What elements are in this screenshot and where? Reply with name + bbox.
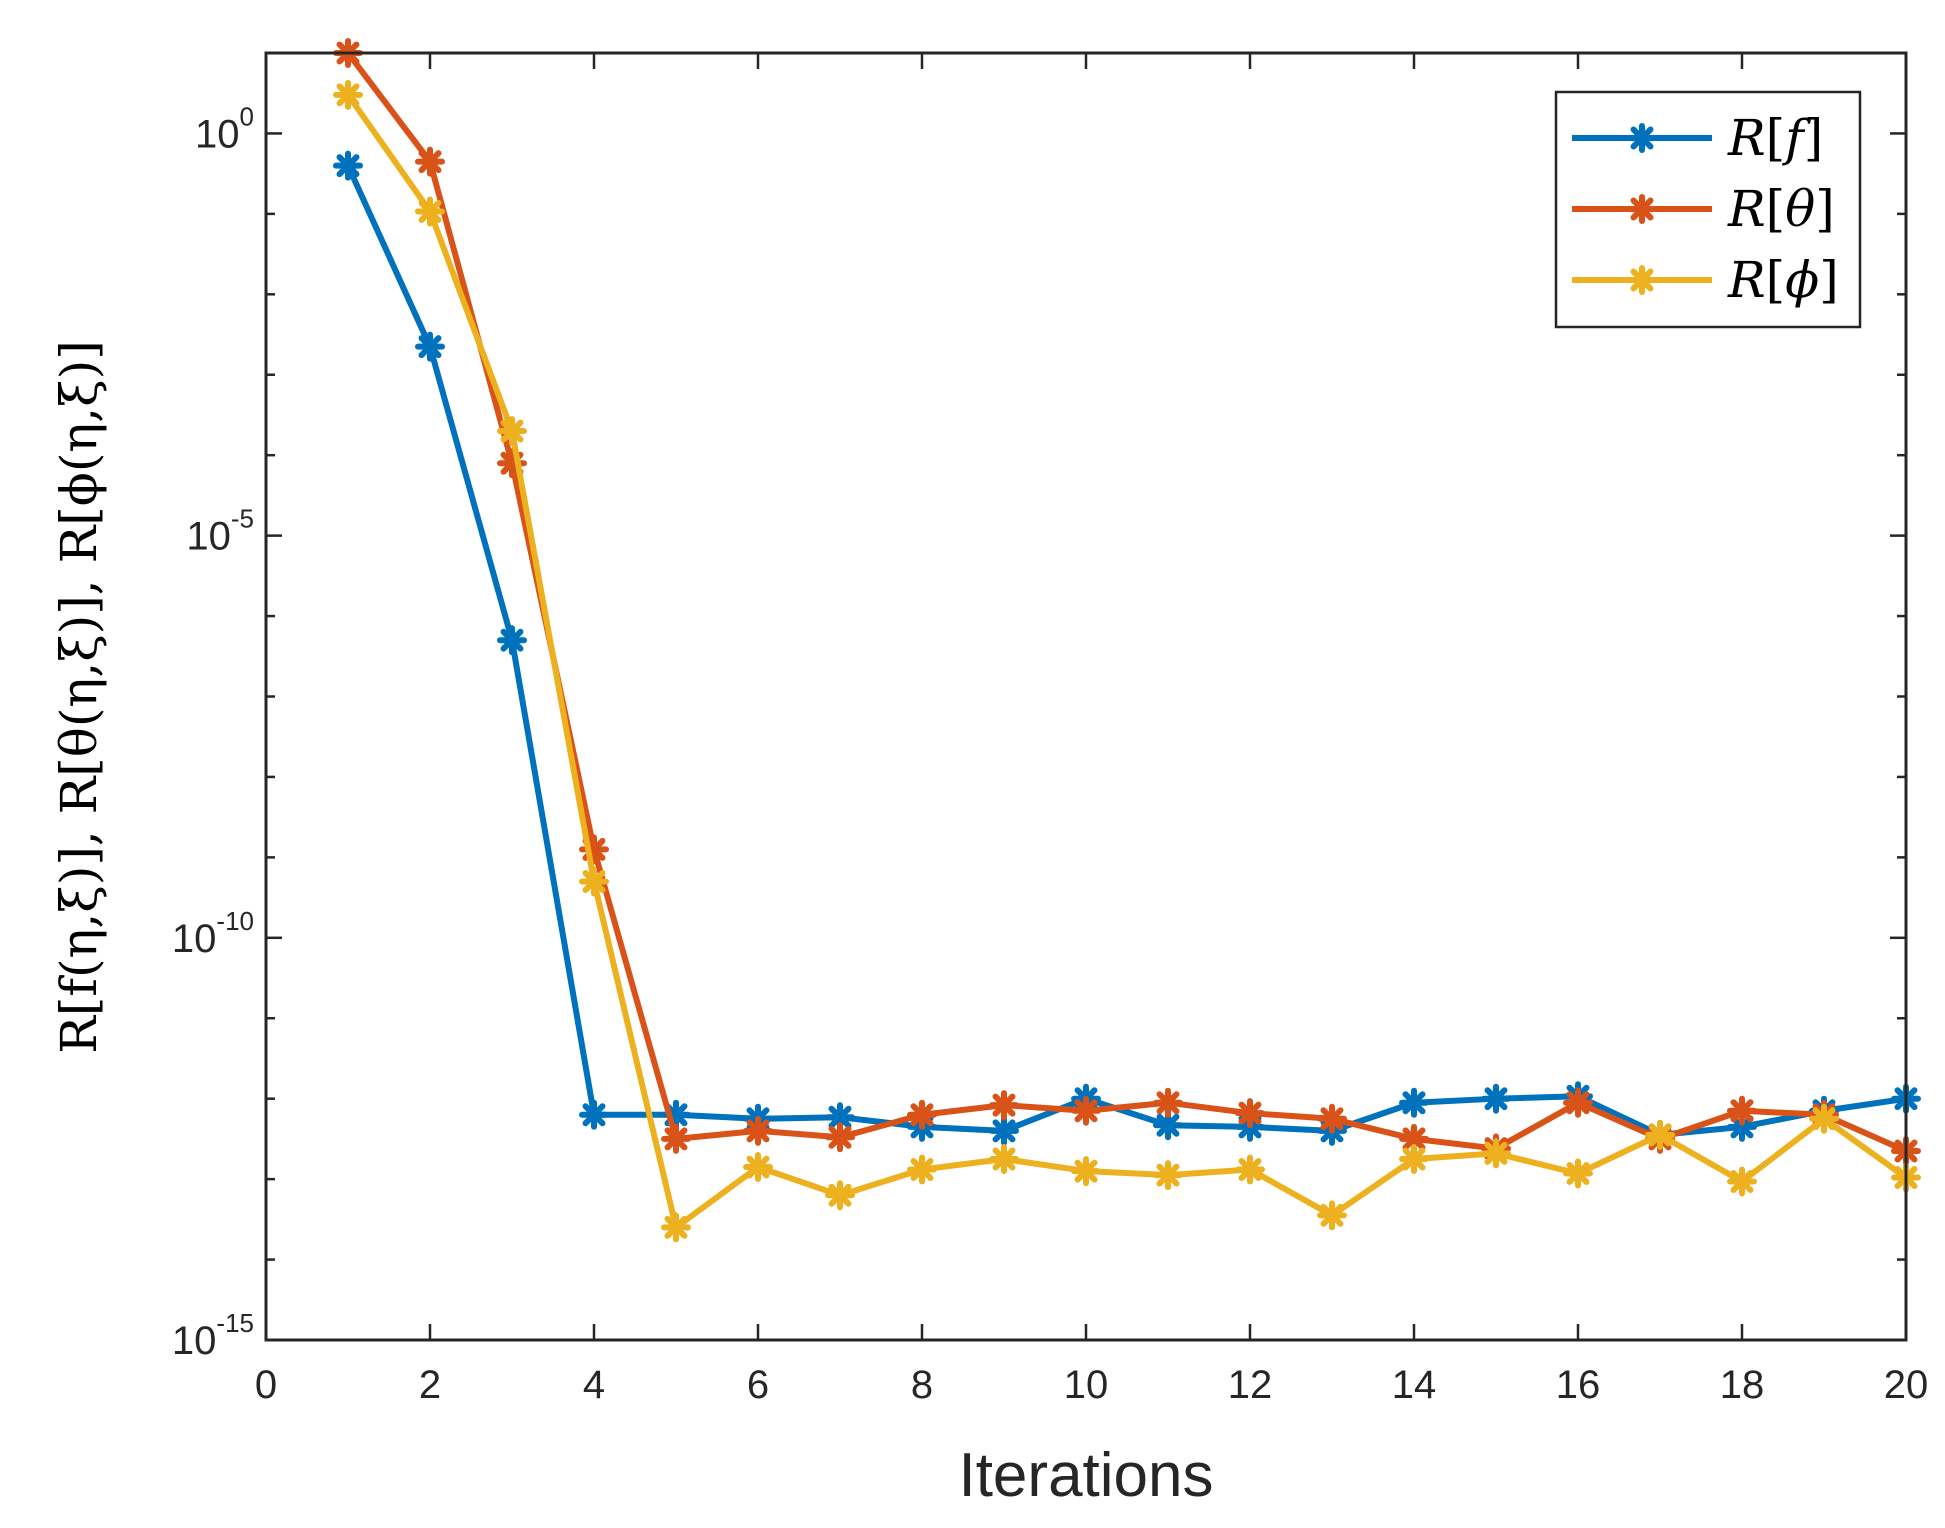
data-point — [1481, 1083, 1511, 1114]
x-tick-label: 8 — [911, 1363, 933, 1407]
legend-marker — [1627, 194, 1657, 224]
data-point — [989, 1090, 1019, 1121]
data-point — [743, 1115, 773, 1146]
data-point — [907, 1099, 937, 1130]
data-point — [1317, 1200, 1347, 1231]
data-point — [1645, 1119, 1675, 1150]
data-point — [1563, 1087, 1593, 1118]
data-point — [907, 1154, 937, 1185]
legend-marker — [1627, 123, 1657, 153]
data-point — [497, 625, 527, 656]
data-point — [825, 1122, 855, 1153]
x-tick-label: 10 — [1064, 1363, 1109, 1407]
data-point — [1399, 1144, 1429, 1175]
data-point — [497, 416, 527, 447]
data-point — [415, 331, 445, 362]
data-point — [333, 79, 363, 110]
data-point — [825, 1102, 855, 1133]
data-point — [415, 196, 445, 227]
data-point — [989, 1115, 1019, 1146]
data-point — [1235, 1154, 1265, 1185]
legend-label: R[ϕ] — [1727, 251, 1839, 309]
x-axis-label: Iterations — [958, 1441, 1213, 1510]
legend-label: R[f] — [1727, 109, 1823, 167]
data-point — [661, 1212, 691, 1243]
x-tick-label: 12 — [1228, 1363, 1273, 1407]
legend: R[f] R[θ] R[ϕ] — [1554, 90, 1862, 329]
data-point — [333, 150, 363, 181]
legend-marker — [1627, 265, 1657, 295]
data-point — [1481, 1138, 1511, 1169]
data-point — [1235, 1098, 1265, 1129]
x-tick-label: 14 — [1392, 1363, 1437, 1407]
data-point — [1153, 1087, 1183, 1118]
x-tick-label: 4 — [583, 1363, 605, 1407]
x-tick-label: 18 — [1720, 1363, 1765, 1407]
data-point — [1727, 1095, 1757, 1126]
data-point — [1809, 1103, 1839, 1134]
x-tick-label: 0 — [255, 1363, 277, 1407]
data-point — [415, 146, 445, 177]
data-point — [579, 866, 609, 897]
data-point — [1399, 1087, 1429, 1118]
series-line — [345, 93, 1908, 1231]
data-point — [743, 1152, 773, 1183]
series-3 — [333, 79, 1921, 1243]
plot-frame — [264, 51, 1908, 1342]
x-tick-label: 6 — [747, 1363, 769, 1407]
legend-item: R[θ] — [1572, 180, 1835, 238]
data-point — [1153, 1160, 1183, 1191]
x-tick-label: 16 — [1556, 1363, 1601, 1407]
y-tick-label: 10-5 — [186, 504, 254, 559]
data-point — [1071, 1095, 1101, 1126]
x-tick-label: 20 — [1884, 1363, 1929, 1407]
data-point — [1727, 1166, 1757, 1197]
data-point — [989, 1144, 1019, 1175]
x-tick-label: 2 — [419, 1363, 441, 1407]
data-point — [661, 1123, 691, 1154]
y-tick-label: 100 — [195, 101, 254, 156]
data-point — [1071, 1156, 1101, 1187]
y-axis-label: R[f(η,ξ)], R[θ(η,ξ)], R[ϕ(η,ξ)] — [50, 340, 108, 1053]
data-point — [579, 1099, 609, 1130]
y-tick-label: 10-10 — [172, 906, 254, 961]
y-tick-label: 10-15 — [172, 1308, 254, 1363]
data-point — [825, 1180, 855, 1211]
legend-item: R[ϕ] — [1572, 251, 1839, 309]
data-point — [1317, 1103, 1347, 1134]
data-point — [1563, 1158, 1593, 1189]
legend-item: R[f] — [1572, 109, 1823, 167]
legend-label: R[θ] — [1727, 180, 1835, 238]
